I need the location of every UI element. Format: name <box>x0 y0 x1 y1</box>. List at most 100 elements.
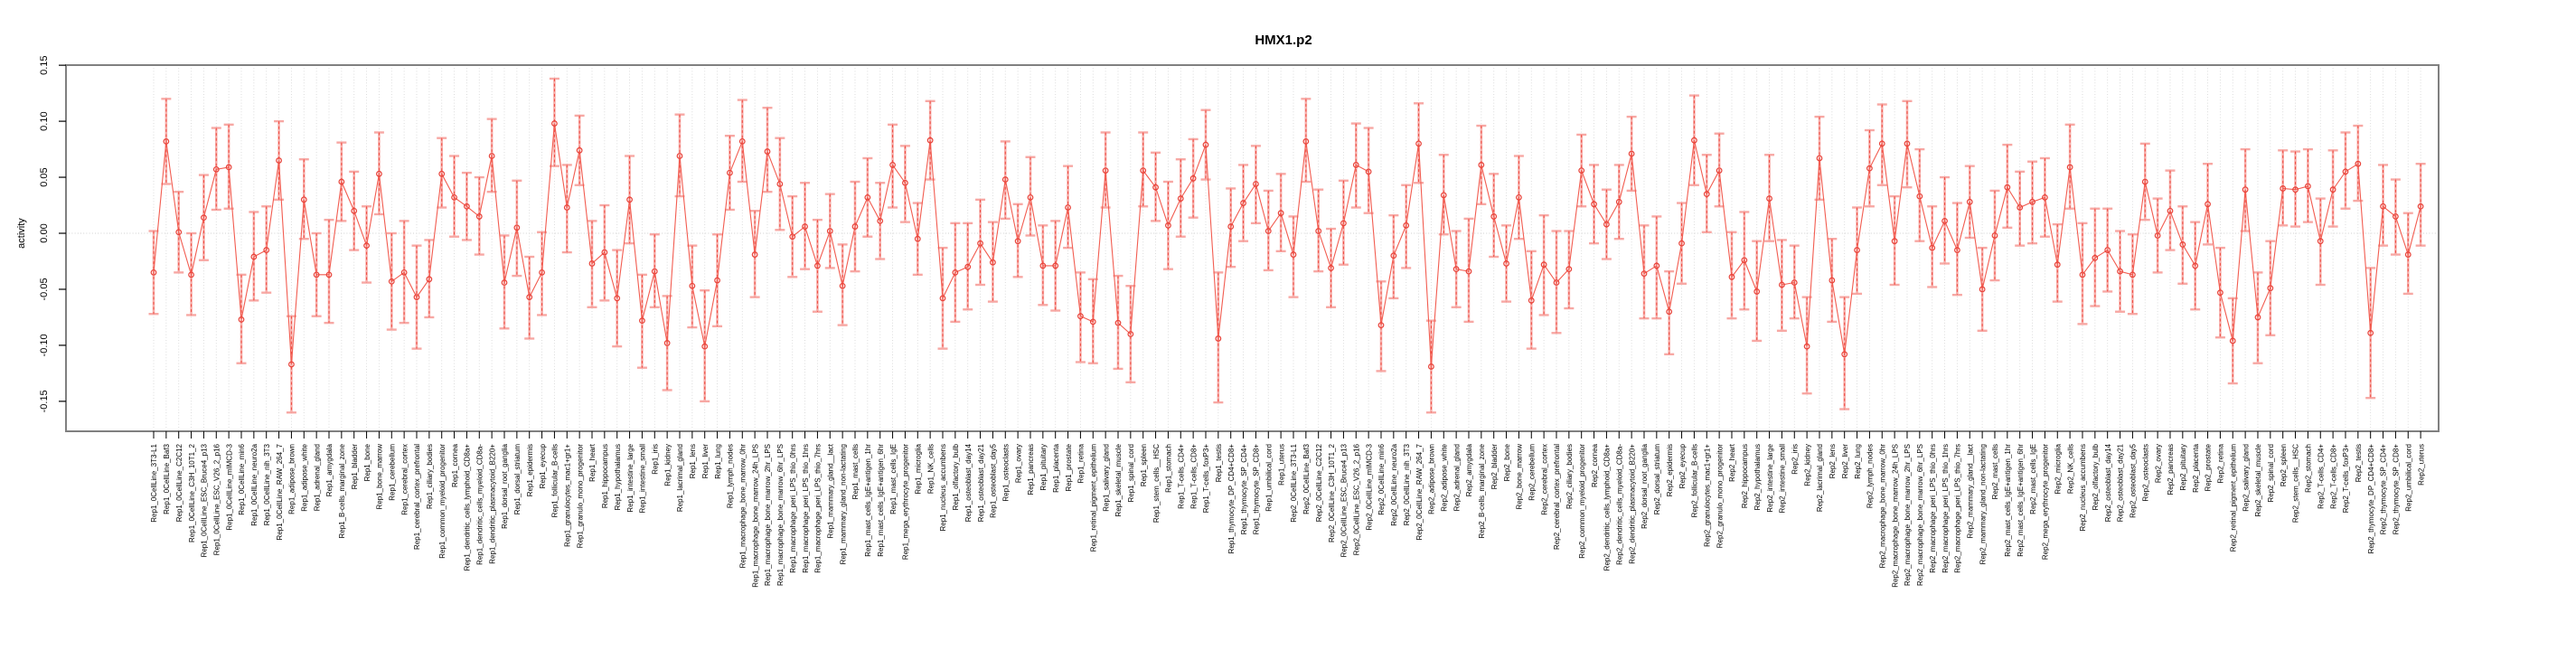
data-point <box>2167 207 2174 214</box>
x-tick-label: Rep2_0CellLine_mIMCD-3 <box>1365 443 1373 530</box>
x-tick-label: Rep1_macrophage_bone_marrow_2hr_LPS <box>764 444 772 586</box>
x-tick-label: Rep1_0CellLine_RAW_264_7 <box>276 443 284 540</box>
data-point <box>175 229 183 236</box>
data-point <box>1440 192 1447 199</box>
series-line <box>153 123 2421 367</box>
data-point <box>1565 266 1573 273</box>
data-point <box>1453 266 1460 273</box>
data-point <box>501 279 508 286</box>
data-point <box>1302 138 1310 145</box>
x-tick-label: Rep2_nucleus_accumbens <box>2079 444 2087 532</box>
data-point <box>1841 351 1848 358</box>
x-tick-label: Rep2_epidermis <box>1666 444 1674 496</box>
data-point <box>1390 252 1397 259</box>
x-tick-label: Rep1_osteoclasts <box>1001 444 1010 502</box>
x-tick-label: Rep1_iris <box>651 444 659 475</box>
x-tick-label: Rep1_retina <box>1077 443 1086 483</box>
data-point <box>2054 261 2061 269</box>
x-tick-label: Rep1_macrophage_bone_marrow_6hr_LPS <box>776 444 785 586</box>
x-tick-label: Rep1_T-cells_foxP3+ <box>1202 444 1210 514</box>
data-point <box>2404 251 2411 258</box>
x-tick-label: Rep1_mammary_gland__lact <box>826 443 834 538</box>
x-tick-label: Rep2_granulo_mono_progenitor <box>1716 444 1724 549</box>
x-tick-label: Rep2_uterus <box>2417 444 2425 486</box>
x-tick-label: Rep2_pancreas <box>2167 444 2175 495</box>
data-point <box>539 269 545 276</box>
data-point <box>2066 164 2073 171</box>
data-point <box>1741 257 1748 264</box>
data-point <box>588 260 596 267</box>
x-tick-label: Rep1_macrophage_bone_marrow_24h_LPS <box>751 444 759 588</box>
data-point <box>1979 286 1986 293</box>
plot-title: HMX1.p2 <box>1255 33 1312 48</box>
x-tick-label: Rep2_stomach <box>2305 444 2313 493</box>
x-tick-label: Rep2_lens <box>1829 444 1837 478</box>
x-tick-label: Rep2_liver <box>1841 444 1849 479</box>
data-point <box>1666 308 1673 316</box>
x-tick-label: Rep2_lymph_nodes <box>1866 444 1875 508</box>
data-point <box>1253 181 1259 187</box>
data-point <box>1753 288 1761 295</box>
data-point <box>1878 140 1885 147</box>
x-tick-label: Rep2_dendritic_cells_myeloid_CD8a- <box>1615 444 1623 565</box>
x-tick-label: Rep2_macrophage_peri_LPS_thio_7hrs <box>1954 444 1962 573</box>
data-point <box>689 282 696 289</box>
data-point <box>1941 217 1948 224</box>
data-point <box>1202 141 1209 148</box>
x-tick-label: Rep1_bladder <box>351 444 359 490</box>
x-tick-label: Rep2_olfactory_bulb <box>2092 443 2100 510</box>
x-tick-label: Rep2_bone <box>1503 443 1511 481</box>
x-tick-label: Rep1_heart <box>588 443 597 482</box>
data-point <box>952 269 959 276</box>
data-point <box>238 316 245 323</box>
data-point <box>2179 241 2186 248</box>
x-tick-label: Rep1_ovary <box>1014 444 1022 483</box>
data-point <box>1352 162 1359 168</box>
x-tick-label: Rep1_spinal_cord <box>1127 444 1135 503</box>
x-tick-label: Rep2_macrophage_bone_marrow_2hr_LPS <box>1904 444 1912 586</box>
data-point <box>2141 178 2148 185</box>
data-point <box>1102 167 1109 175</box>
x-tick-label: Rep2_retinal_pigment_epithelium <box>2229 444 2237 552</box>
data-point <box>889 162 896 168</box>
x-tick-label: Rep2_kidney <box>1803 444 1811 486</box>
data-point <box>1916 193 1923 200</box>
data-point <box>738 138 746 145</box>
data-point <box>2329 186 2336 193</box>
plot-box <box>65 64 2440 432</box>
data-point <box>1816 155 1823 162</box>
x-tick-label: Rep1_dendritic_plasmacytoid_B220+ <box>488 444 496 564</box>
x-tick-label: Rep1_0CellLine_C2C12 <box>175 443 183 522</box>
data-point <box>263 247 270 253</box>
x-tick-label: Rep1_T-cells_CD8+ <box>1189 444 1198 509</box>
x-tick-label: Rep2_0CellLine_C2C12 <box>1315 443 1323 522</box>
data-point <box>864 193 871 201</box>
data-point <box>1215 335 1222 342</box>
x-tick-label: Rep2_macrophage_peri_LPS_thio_0hrs <box>1929 444 1937 573</box>
x-tick-label: Rep1_uterus <box>1277 444 1285 486</box>
x-tick-label: Rep1_microglia <box>914 443 922 494</box>
x-tick-label: Rep2_hypothalamus <box>1753 444 1762 510</box>
data-point <box>426 276 433 283</box>
data-point <box>2367 329 2374 336</box>
x-tick-label: Rep1_dendritic_cells_lymphoid_CD8a+ <box>464 444 472 571</box>
x-tick-label: Rep1_intestine_large <box>626 443 635 512</box>
x-tick-label: Rep1_lens <box>689 444 697 478</box>
data-point <box>2042 193 2048 201</box>
x-tick-label: Rep1_lymph_nodes <box>727 444 735 508</box>
x-tick-label: Rep2_osteoclasts <box>2141 444 2149 502</box>
x-tick-label: Rep2_0CellLine_3T3-L1 <box>1290 443 1298 522</box>
x-tick-label: Rep1_macrophage_peri_LPS_thio_7hrs <box>814 444 823 573</box>
x-tick-label: Rep2_bladder <box>1490 444 1499 490</box>
data-point <box>1465 268 1472 275</box>
x-tick-label: Rep2_B-cells_marginal_zone <box>1478 443 1486 538</box>
data-point <box>2205 201 2211 208</box>
x-tick-label: Rep1_NK_cells <box>926 444 935 494</box>
x-tick-label: Rep2_follicular_B-cells <box>1691 444 1699 517</box>
data-point <box>376 170 382 177</box>
data-point <box>626 196 633 203</box>
x-tick-label: Rep1_umbilical_cord <box>1264 444 1273 512</box>
x-tick-label: Rep2_cerebral_cortex <box>1540 444 1548 515</box>
data-point <box>1653 262 1660 269</box>
